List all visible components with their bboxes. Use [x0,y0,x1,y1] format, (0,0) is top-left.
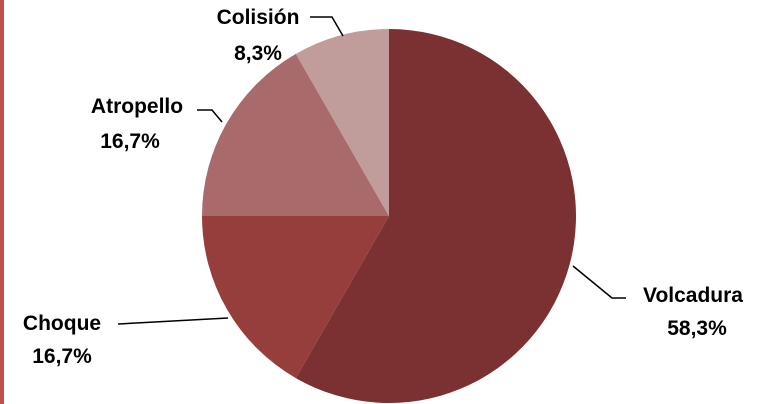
leader-lines [117,16,626,325]
label-choque: Choque [23,312,101,335]
leader-line-volcadura [572,265,626,299]
value-label-colision: 8,3% [234,42,282,65]
value-label-choque: 16,7% [32,345,92,368]
value-label-atropello: 16,7% [100,130,160,153]
left-accent-rule [0,0,4,404]
leader-line-atropello [197,109,223,123]
label-atropello: Atropello [91,95,183,118]
value-label-volcadura: 58,3% [667,317,727,340]
leader-line-colision [310,16,344,37]
label-volcadura: Volcadura [643,284,743,307]
pie-slice-atropello [202,53,389,216]
pie-slice-colision [295,29,389,216]
pie-slices [202,29,576,403]
pie-slice-choque [202,216,389,379]
label-colision: Colisión [217,6,300,29]
pie-slice-volcadura [295,29,576,403]
leader-line-choque [117,317,229,325]
